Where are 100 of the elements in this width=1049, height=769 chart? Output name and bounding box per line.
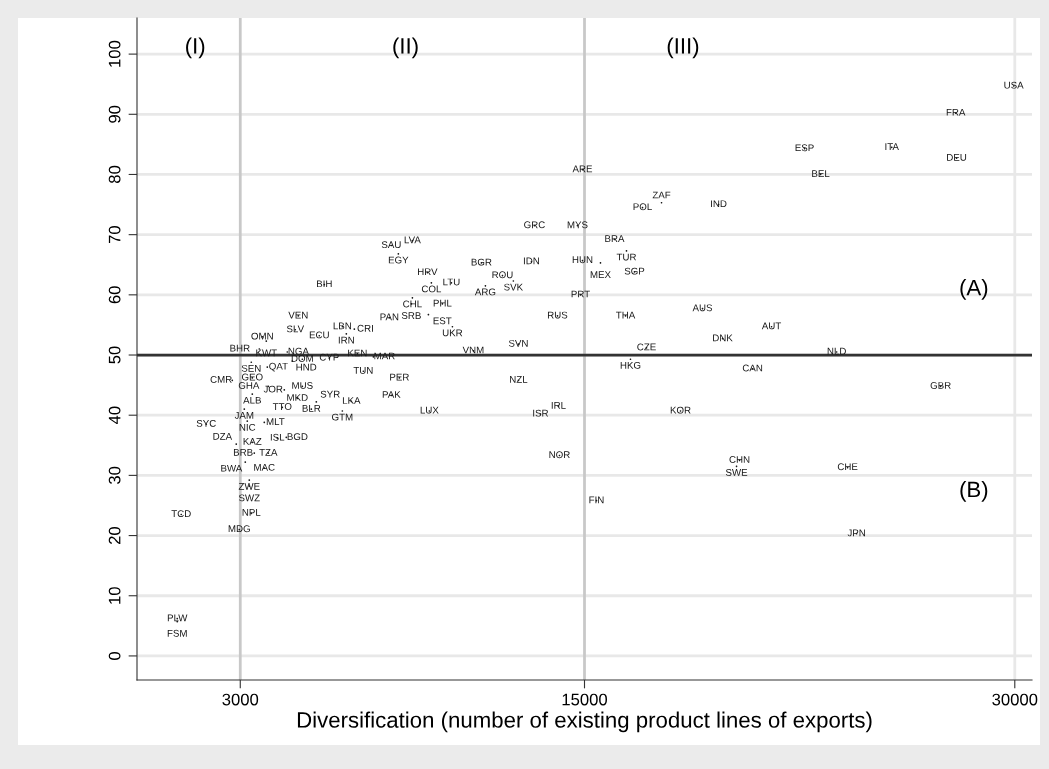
annotation: (II) xyxy=(393,37,418,59)
y-tick-label: 100 xyxy=(108,40,121,67)
data-label: KOR xyxy=(670,406,691,414)
data-label: LBN xyxy=(333,322,351,330)
data-label: MAC xyxy=(254,463,275,471)
data-label: CRI xyxy=(357,324,373,332)
data-label: PER xyxy=(390,373,409,381)
data-label: OMN xyxy=(251,332,273,340)
annotation: (B) xyxy=(960,480,988,502)
data-label: HND xyxy=(296,363,317,371)
y-tick-label: 20 xyxy=(108,526,121,544)
data-label: VNM xyxy=(462,346,484,354)
data-label: PRT xyxy=(571,290,590,298)
data-label: MLT xyxy=(266,418,285,425)
data-label: CAN xyxy=(742,364,763,372)
data-label: THA xyxy=(616,311,636,319)
data-label: BGR xyxy=(471,258,492,266)
data-label: ARG xyxy=(474,288,496,296)
data-label: CZE xyxy=(637,343,656,351)
data-label: GRC xyxy=(524,221,545,229)
data-label: ITA xyxy=(885,143,899,150)
data-label: JAM xyxy=(234,411,254,419)
data-label: SYR xyxy=(320,390,340,398)
data-label: BHR xyxy=(230,344,250,352)
data-label: SEN xyxy=(241,364,261,372)
data-label: NOR xyxy=(549,451,570,459)
data-label: NIC xyxy=(239,423,256,431)
data-label: SLV xyxy=(286,325,305,333)
data-label: IDN xyxy=(523,257,540,265)
x-tick-label: 30000 xyxy=(992,693,1038,706)
data-label: GTM xyxy=(332,413,353,421)
data-label: ISR xyxy=(533,409,549,417)
y-tick-label: 80 xyxy=(108,165,121,184)
data-label: FSM xyxy=(167,629,187,637)
data-label: LKA xyxy=(342,397,361,404)
data-label: ROU xyxy=(492,271,513,279)
data-label: DOM xyxy=(291,354,313,362)
y-tick-label: 10 xyxy=(108,587,121,604)
data-label: TCD xyxy=(171,510,191,518)
data-label: SGP xyxy=(624,267,645,275)
x-tick-label: 3000 xyxy=(222,693,259,706)
y-tick-label: 0 xyxy=(108,651,121,660)
data-label: TUR xyxy=(616,253,637,261)
data-label: HRV xyxy=(418,268,438,276)
data-label: LVA xyxy=(404,236,421,244)
data-label: ZAF xyxy=(652,191,671,199)
data-label: TTO xyxy=(272,403,292,410)
data-label: NGA xyxy=(288,347,309,355)
annotation: (III) xyxy=(667,37,699,59)
data-label: TUN xyxy=(353,367,373,374)
y-tick-label: 50 xyxy=(108,346,121,364)
data-label: QAT xyxy=(269,362,288,372)
data-label: COL xyxy=(421,285,442,293)
data-label: HUN xyxy=(572,256,593,264)
data-label: DEU xyxy=(947,154,967,161)
data-label: BGD xyxy=(287,433,308,441)
data-label: JOR xyxy=(263,385,283,393)
data-label: MKD xyxy=(287,394,308,401)
data-label: HKG xyxy=(620,361,641,369)
data-label: TZA xyxy=(259,448,278,456)
data-label: UKR xyxy=(442,329,463,337)
data-label: ISL xyxy=(270,433,285,441)
data-label: GBR xyxy=(930,382,951,389)
data-label: CHL xyxy=(403,300,422,308)
data-label: SWZ xyxy=(238,494,260,502)
data-label: GEO xyxy=(241,373,263,381)
data-label: MDG xyxy=(228,525,250,533)
data-label: RUS xyxy=(547,311,568,319)
data-label: PAK xyxy=(382,391,401,398)
data-label: SWE xyxy=(725,469,748,476)
data-label: IRN xyxy=(338,336,354,344)
data-label: SVK xyxy=(504,283,523,291)
data-label: ZWE xyxy=(238,482,260,490)
data-label: ESP xyxy=(795,144,814,152)
data-label: BRB xyxy=(233,448,253,456)
data-label: MYS xyxy=(567,221,588,229)
data-label: SRB xyxy=(401,312,421,319)
data-label: ALB xyxy=(243,396,261,404)
y-tick-label: 30 xyxy=(108,466,121,485)
data-label: NZL xyxy=(510,376,528,383)
data-label: USA xyxy=(1004,81,1024,89)
data-label: LTU xyxy=(443,278,460,286)
data-label: BWA xyxy=(221,464,243,472)
y-tick-label: 60 xyxy=(108,286,121,304)
data-label: EGY xyxy=(388,256,409,264)
data-label: BIH xyxy=(317,280,332,288)
data-label: CHE xyxy=(837,463,858,471)
data-label: SVN xyxy=(508,339,528,347)
data-label: ECU xyxy=(309,331,329,339)
data-label: AUT xyxy=(761,322,782,330)
data-label: PAN xyxy=(380,313,399,321)
data-label: MUS xyxy=(292,382,313,389)
data-label: IRL xyxy=(551,402,566,409)
data-label: SAU xyxy=(381,241,401,249)
data-label: NLD xyxy=(827,347,846,355)
data-label: DNK xyxy=(713,334,733,342)
data-label: JPN xyxy=(847,529,865,537)
annotation: (A) xyxy=(960,279,988,300)
data-label: ARE xyxy=(572,165,593,173)
data-label: KAZ xyxy=(243,438,262,445)
